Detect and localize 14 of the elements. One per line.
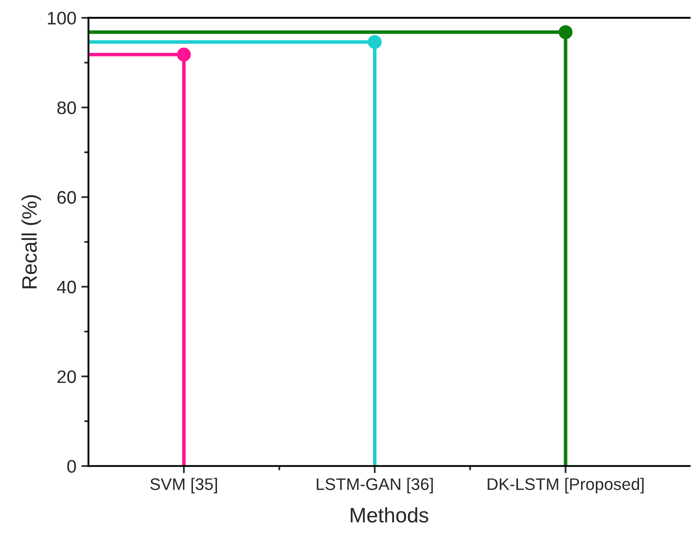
y-tick-label: 40	[56, 280, 76, 294]
x-tick-label: SVM [35]	[150, 478, 217, 494]
point	[176, 48, 191, 62]
x-axis-title: Methods	[350, 507, 428, 523]
point	[558, 25, 573, 40]
y-tick-label: 60	[57, 191, 76, 204]
y-tick-label: 80	[57, 101, 76, 114]
x-tick-label: LSTM-GAN [36]	[316, 478, 433, 494]
point	[368, 35, 382, 49]
y-axis-title: Recall (%)	[22, 195, 41, 288]
y-tick-label: 100	[48, 12, 76, 25]
y-tick-label: 20	[57, 370, 76, 384]
y-tick-label: 0	[67, 460, 76, 473]
x-tick-label: DK-LSTM [Proposed]	[488, 478, 644, 494]
